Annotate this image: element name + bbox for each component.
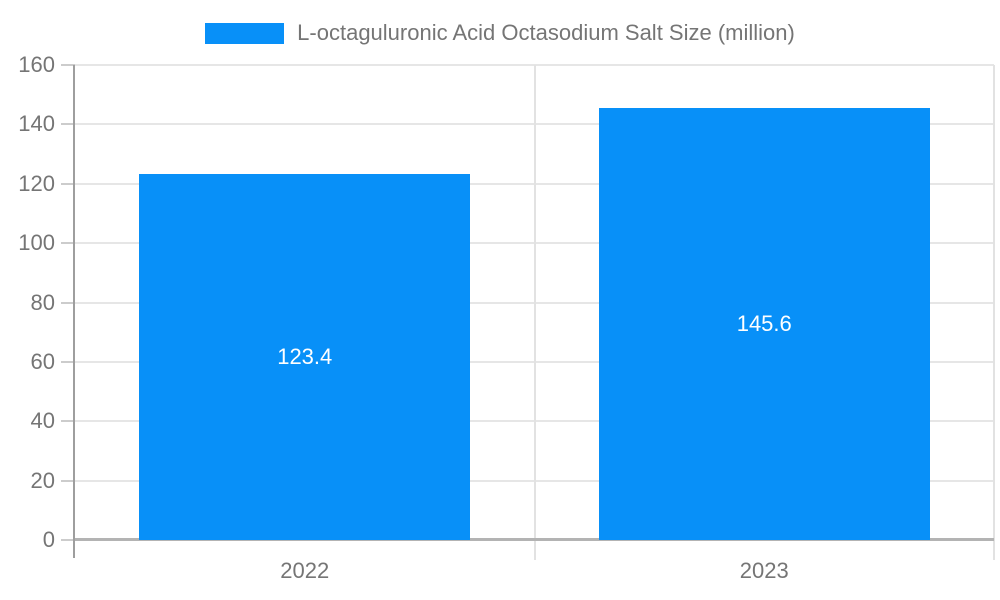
y-tick-label: 100 xyxy=(18,230,55,256)
x-axis: 2022 2023 xyxy=(75,542,994,587)
legend: L-octaguluronic Acid Octasodium Salt Siz… xyxy=(0,20,1000,46)
y-tick-mark xyxy=(61,539,75,541)
y-axis-line xyxy=(73,65,75,558)
y-tick-label: 140 xyxy=(18,111,55,137)
y-tick-label: 0 xyxy=(42,527,55,552)
y-tick-mark xyxy=(61,301,75,304)
bar-value-label: 145.6 xyxy=(736,310,792,336)
y-tick-label: 40 xyxy=(30,408,55,434)
bar-2023: 145.6 xyxy=(598,107,930,540)
bar-value-label: 123.4 xyxy=(277,343,333,369)
y-tick-mark xyxy=(61,420,75,423)
y-tick-label: 80 xyxy=(30,289,55,315)
y-axis: 0 20 40 60 80 100 120 140 160 xyxy=(0,52,75,552)
bar-2022: 123.4 xyxy=(139,173,471,540)
y-tick-mark xyxy=(61,360,75,363)
x-tick-label-2023: 2023 xyxy=(739,558,789,583)
y-tick-mark xyxy=(61,64,75,66)
gridline xyxy=(75,64,994,66)
legend-swatch xyxy=(205,22,285,44)
plot-area: 123.4 145.6 xyxy=(73,64,995,560)
category-divider xyxy=(993,65,995,560)
y-tick-mark xyxy=(61,182,75,185)
y-tick-label: 60 xyxy=(30,348,55,374)
y-tick-label: 20 xyxy=(30,467,55,493)
category-divider xyxy=(533,65,536,560)
legend-label: L-octaguluronic Acid Octasodium Salt Siz… xyxy=(297,20,795,45)
y-tick-mark xyxy=(61,123,75,126)
y-tick-label: 160 xyxy=(18,52,55,77)
y-tick-label: 120 xyxy=(18,170,55,196)
y-tick-mark xyxy=(61,242,75,245)
y-tick-mark xyxy=(61,479,75,482)
x-tick-label-2022: 2022 xyxy=(280,558,330,583)
x-axis-baseline xyxy=(75,538,994,541)
